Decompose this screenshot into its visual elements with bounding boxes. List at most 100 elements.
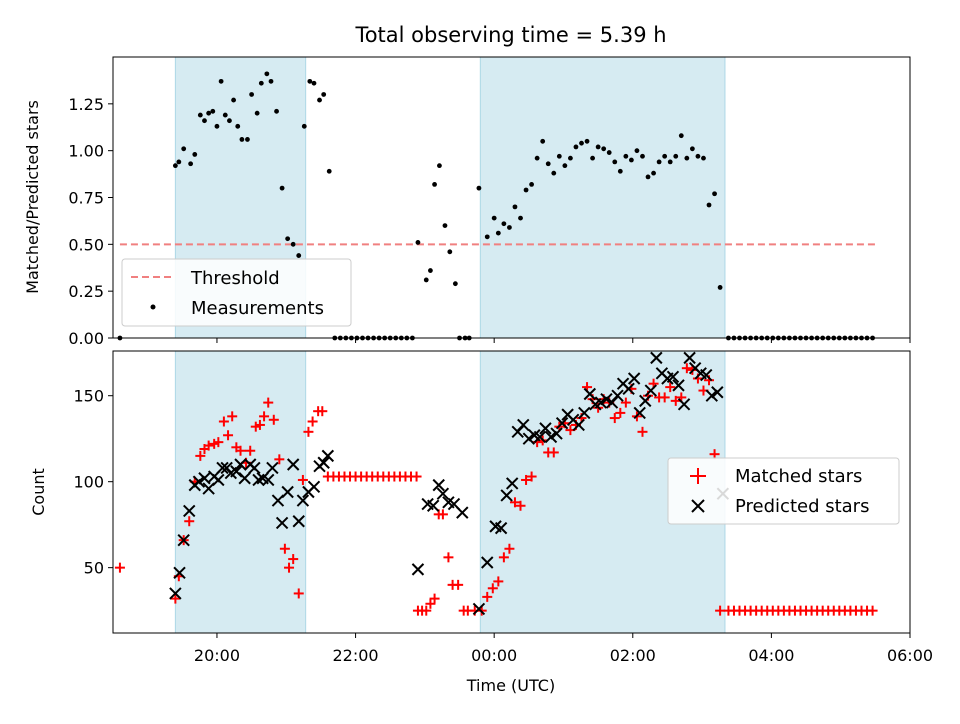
predicted-star-point xyxy=(432,478,445,492)
measurement-point xyxy=(235,123,241,129)
bottom-x-ticks: 20:00 22:00 00:00 02:00 04:00 06:00 xyxy=(194,633,933,665)
x-b xyxy=(275,516,289,530)
predicted-star-point xyxy=(436,487,450,500)
measurement-point xyxy=(573,144,579,150)
measurement-point xyxy=(717,285,723,290)
measurement-point xyxy=(476,185,482,191)
measurement-point xyxy=(206,110,212,116)
bottom-x-tick-label: 04:00 xyxy=(748,646,794,665)
predicted-star-point xyxy=(677,398,691,411)
bottom-y-tick-label: 50 xyxy=(84,559,104,578)
predicted-star-point xyxy=(550,427,563,440)
measurement-point xyxy=(181,146,187,152)
x-b xyxy=(644,384,658,397)
matched-star-point xyxy=(284,562,295,573)
measurement-point xyxy=(640,153,645,159)
matched-star-point xyxy=(429,593,440,604)
predicted-star-point xyxy=(650,351,663,365)
measurement-point xyxy=(662,153,668,159)
measurement-point xyxy=(534,155,540,161)
top-legend: Threshold Measurements xyxy=(121,258,352,327)
matched-star-point xyxy=(245,445,256,456)
x-b xyxy=(456,506,469,519)
bottom-plot-frame xyxy=(112,350,911,634)
x-b xyxy=(411,563,425,576)
x-b xyxy=(555,417,569,430)
predicted-star-point xyxy=(544,430,558,444)
matched-star-point xyxy=(453,579,464,590)
predicted-star-point xyxy=(472,602,486,616)
measurement-point xyxy=(249,92,255,97)
matched-star-point xyxy=(259,411,270,422)
x-b xyxy=(572,418,585,432)
x-b xyxy=(583,387,597,401)
predicted-star-point xyxy=(522,432,536,445)
x-b xyxy=(192,475,206,488)
matched-star-point xyxy=(274,454,285,465)
x-b xyxy=(539,422,552,435)
x-b xyxy=(212,473,225,487)
measurement-point xyxy=(317,97,322,103)
matched-star-point xyxy=(615,407,626,418)
matched-star-point xyxy=(303,426,314,437)
x-b xyxy=(216,461,229,475)
measurement-point xyxy=(545,161,551,167)
measurement-point xyxy=(227,118,232,124)
matched-star-point xyxy=(203,440,214,451)
measurement-point xyxy=(695,153,701,159)
measurement-point xyxy=(307,78,313,84)
measurement-point xyxy=(245,137,250,142)
measurement-point xyxy=(311,80,317,86)
legend-predicted-label: Predicted stars xyxy=(735,496,869,517)
measurement-point xyxy=(254,110,260,116)
bottom-y-tick-label: 100 xyxy=(73,473,104,492)
x-b xyxy=(517,418,530,432)
predicted-star-point xyxy=(578,406,591,420)
predicted-star-point xyxy=(633,406,646,420)
predicted-star-point xyxy=(555,417,569,430)
measurement-point xyxy=(222,112,228,118)
measurement-point xyxy=(218,78,224,84)
measurement-point xyxy=(512,204,518,210)
x-b xyxy=(500,489,513,502)
x-b xyxy=(522,432,536,445)
matched-star-point xyxy=(609,413,620,424)
predicted-star-point xyxy=(262,473,275,487)
matched-star-point xyxy=(515,500,526,511)
matched-star-point xyxy=(526,471,537,482)
measurement-point xyxy=(192,152,198,157)
x-b xyxy=(481,556,494,569)
predicted-star-point xyxy=(192,475,206,488)
measurement-point xyxy=(617,168,623,174)
top-y-tick-label: 0.25 xyxy=(68,282,104,301)
matched-star-point xyxy=(487,583,498,594)
top-x-ticks xyxy=(216,338,911,343)
predicted-star-point xyxy=(494,521,508,535)
x-axis-label: Time (UTC) xyxy=(466,676,555,695)
x-b xyxy=(683,351,696,365)
predicted-star-point xyxy=(611,389,624,402)
predicted-star-point xyxy=(198,472,211,485)
x-b xyxy=(677,398,691,411)
predicted-star-point xyxy=(533,430,547,444)
top-y-axis-label: Matched/Predicted stars xyxy=(23,100,42,294)
matched-star-point xyxy=(114,562,125,573)
x-b xyxy=(238,472,251,485)
bottom-y-ticks: 50 100 150 xyxy=(73,387,113,578)
x-b xyxy=(256,472,269,485)
top-y-tick-label: 0.75 xyxy=(68,189,104,208)
measurement-point xyxy=(495,230,501,236)
measurement-point xyxy=(529,181,534,187)
chart-title: Total observing time = 5.39 h xyxy=(354,23,666,47)
top-y-tick-label: 0.50 xyxy=(68,235,104,254)
matched-star-point xyxy=(493,576,504,587)
measurement-point xyxy=(667,159,673,165)
predicted-star-point xyxy=(169,587,182,600)
measurement-point xyxy=(518,215,523,221)
predicted-star-point xyxy=(517,418,530,432)
bottom-x-tick-label: 02:00 xyxy=(610,646,656,665)
predicted-star-point xyxy=(539,422,552,435)
measurement-point xyxy=(612,159,618,165)
